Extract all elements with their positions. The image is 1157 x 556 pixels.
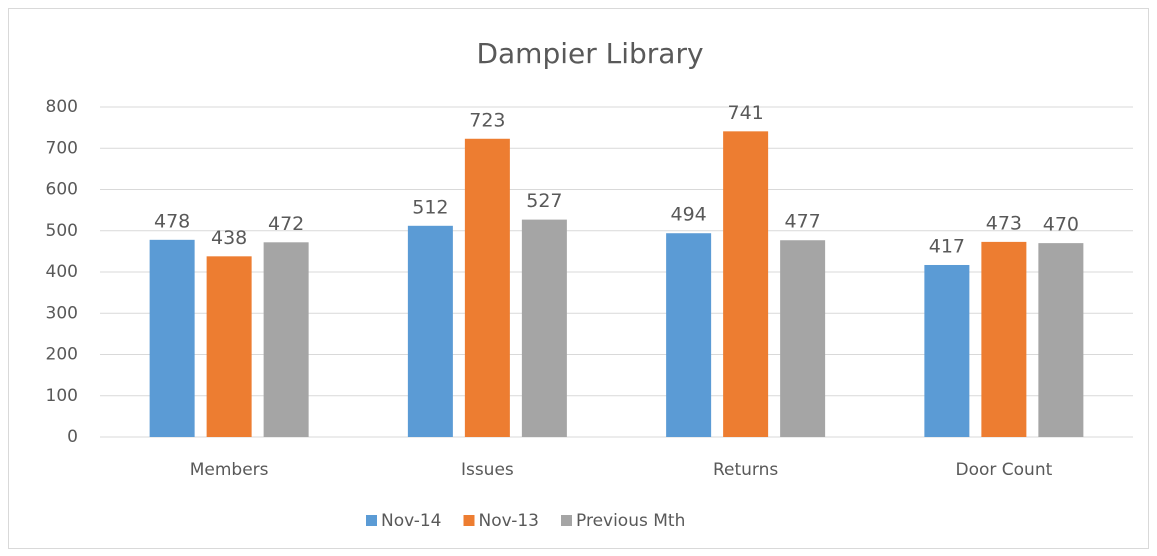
data-label: 494 [670, 204, 706, 226]
legend-swatch [366, 515, 377, 526]
bar [407, 225, 453, 437]
bar [149, 239, 195, 437]
y-tick-label: 100 [46, 386, 78, 406]
legend-label: Nov-13 [479, 511, 540, 531]
data-label: 478 [154, 210, 190, 232]
bar [521, 219, 567, 437]
y-tick-label: 400 [46, 262, 78, 282]
bar [924, 264, 970, 437]
y-tick-label: 300 [46, 303, 78, 323]
legend-label: Previous Mth [576, 511, 685, 531]
y-tick-label: 800 [46, 97, 78, 117]
x-tick-label: Door Count [955, 460, 1052, 480]
bar [780, 240, 826, 437]
data-label: 473 [986, 212, 1022, 234]
bar [723, 131, 769, 437]
y-tick-label: 0 [67, 427, 78, 447]
legend-label: Nov-14 [381, 511, 442, 531]
y-tick-label: 200 [46, 345, 78, 365]
y-tick-label: 600 [46, 180, 78, 200]
bar [464, 138, 510, 437]
legend-swatch [561, 515, 572, 526]
x-tick-label: Members [190, 460, 269, 480]
data-label: 527 [526, 190, 562, 212]
x-tick-label: Returns [713, 460, 778, 480]
data-label: 438 [211, 227, 247, 249]
data-label: 741 [727, 102, 763, 124]
y-tick-label: 700 [46, 138, 78, 158]
chart-title: Dampier Library [476, 37, 703, 70]
x-tick-label: Issues [461, 460, 514, 480]
bar [263, 242, 309, 437]
data-label: 477 [784, 211, 820, 233]
bar [666, 233, 712, 437]
bar [981, 241, 1027, 437]
data-label: 723 [469, 109, 505, 131]
y-tick-label: 500 [46, 221, 78, 241]
data-label: 512 [412, 196, 448, 218]
data-label: 472 [268, 213, 304, 235]
legend-swatch [463, 515, 475, 526]
data-label: 470 [1043, 214, 1079, 236]
data-label: 417 [929, 235, 965, 257]
bar [206, 256, 252, 437]
bar [1038, 243, 1084, 437]
